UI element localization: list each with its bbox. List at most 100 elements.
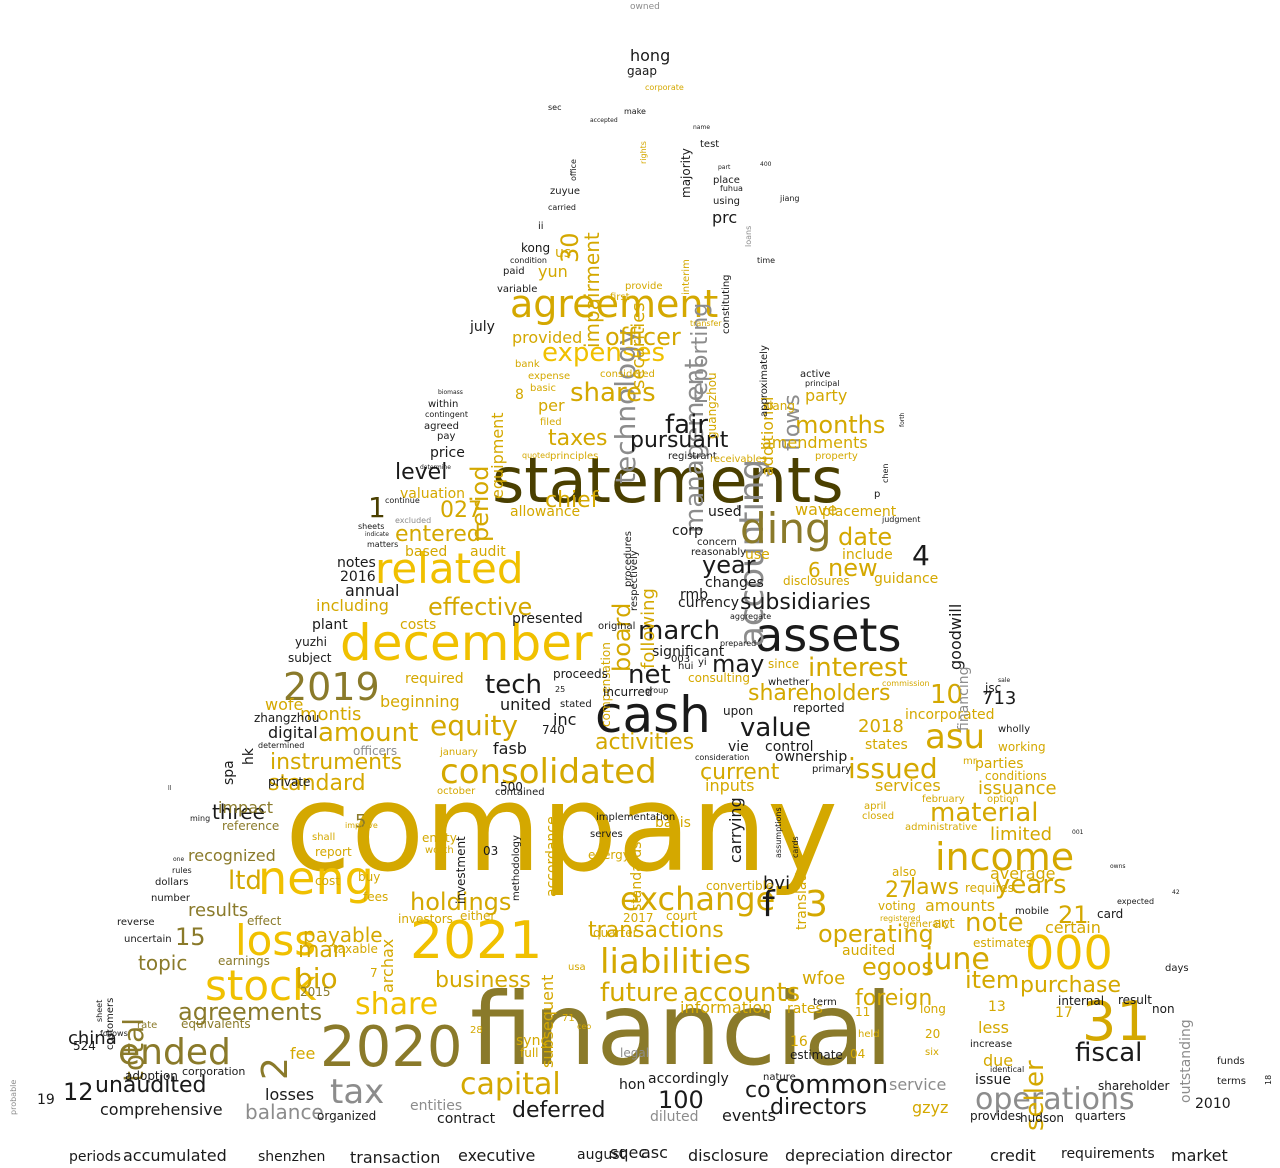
cloud-word: shares (570, 378, 656, 408)
cloud-word: parties (975, 756, 1024, 772)
cloud-word: investors (398, 912, 453, 926)
cloud-word: per (538, 396, 565, 415)
cloud-word: excluded (395, 516, 432, 525)
cloud-word: bank (515, 359, 540, 370)
cloud-word: operating (818, 920, 934, 948)
cloud-word: tech (485, 670, 542, 700)
cloud-word: procedures (623, 531, 634, 587)
cloud-word: 42 (1172, 889, 1180, 896)
cloud-word: act (933, 916, 955, 932)
cloud-word: officers (353, 744, 398, 758)
cloud-word: fees (363, 890, 389, 904)
cloud-word: periods (69, 1149, 121, 1165)
cloud-word: principles (550, 451, 599, 462)
cloud-word: subsidiaries (740, 590, 871, 615)
cloud-word: loss (235, 916, 317, 965)
cloud-word: indicate (365, 531, 389, 538)
cloud-word: transaction (350, 1148, 441, 1167)
cloud-word: fuhua (720, 184, 743, 193)
cloud-word: name (693, 124, 711, 131)
cloud-word: stated (560, 699, 592, 710)
cloud-word: basis (655, 815, 691, 831)
cloud-word: fee (290, 1044, 316, 1063)
cloud-word: wave (795, 500, 838, 519)
cloud-word: audit (470, 544, 506, 560)
cloud-word: approximately (759, 344, 770, 417)
cloud-word: party (805, 386, 848, 405)
cloud-word: term (813, 997, 837, 1008)
cloud-word: bio (295, 962, 338, 995)
cloud-word: constituting (721, 274, 732, 334)
cloud-word: administrative (905, 822, 978, 833)
cloud-word: contingent (425, 410, 468, 419)
cloud-word: operations (975, 1082, 1135, 1117)
cloud-word: china (68, 1028, 117, 1049)
cloud-word: 03 (483, 844, 499, 858)
cloud-word: receivables (710, 454, 768, 465)
cloud-word: 11 (855, 1005, 871, 1019)
cloud-word: long (920, 1002, 946, 1016)
cloud-word: 500 (500, 780, 523, 794)
cloud-word: continue (385, 496, 420, 505)
cloud-word: purchase (1020, 973, 1121, 998)
cloud-word: serves (590, 829, 623, 840)
cloud-word: agreement (510, 282, 719, 326)
cloud-word: common (775, 1070, 889, 1100)
cloud-word: cash (595, 686, 711, 744)
cloud-word: limited (990, 824, 1053, 845)
cloud-word: transactions (588, 918, 724, 943)
cloud-word: capital (460, 1067, 561, 1102)
cloud-word: first (610, 292, 630, 303)
cloud-word: follows (100, 1029, 128, 1038)
cloud-word: events (722, 1106, 776, 1125)
cloud-word: months (795, 411, 886, 439)
cloud-word: material (930, 798, 1039, 828)
cloud-word: inc (553, 710, 577, 729)
cloud-word: within (428, 399, 459, 410)
cloud-word: march (638, 616, 721, 646)
cloud-word: translation (794, 854, 810, 930)
cloud-word: gaap (627, 64, 657, 78)
cloud-word: kong (521, 241, 551, 255)
cloud-word: 2010 (1195, 1096, 1231, 1112)
cloud-word: paid (503, 266, 525, 277)
cloud-word: fair (665, 410, 708, 440)
cloud-word: convertible (706, 879, 774, 893)
cloud-word: 71 (562, 1013, 575, 1024)
cloud-word: variable (497, 284, 538, 295)
cloud-word: 16 (790, 1034, 808, 1050)
cloud-word: closed (862, 811, 895, 822)
cloud-word: effective (428, 593, 533, 621)
cloud-word: condition (510, 256, 547, 265)
cloud-word: carrying (726, 797, 745, 864)
cloud-word: statements (492, 444, 844, 517)
cloud-word: annual (345, 581, 400, 600)
cloud-word: issue (975, 1072, 1011, 1088)
cloud-word: biomass (438, 389, 463, 396)
cloud-word: average (990, 864, 1056, 883)
cloud-word: inputs (705, 776, 755, 795)
cloud-word: recognized (188, 846, 276, 865)
cloud-word: activities (595, 730, 695, 755)
cloud-word: chen (881, 463, 890, 483)
cloud-word: accounts (683, 978, 801, 1008)
cloud-word: equity (430, 709, 519, 742)
cloud-word: upon (723, 704, 754, 718)
cloud-word: also (892, 865, 917, 879)
cloud-word: yuzhi (295, 635, 327, 649)
cloud-word: 20 (925, 1027, 941, 1041)
cloud-word: june (925, 942, 990, 977)
cloud-word: including (316, 596, 389, 615)
cloud-word: 15 (175, 923, 206, 951)
cloud-word: rights (639, 141, 648, 165)
cloud-word: carried (548, 203, 576, 212)
cloud-word: six (925, 1047, 939, 1058)
cloud-word: full (520, 1046, 539, 1060)
cloud-word: year (702, 551, 756, 579)
cloud-word: results (188, 900, 249, 921)
cloud-word: basic (530, 383, 556, 394)
cloud-word: 2020 (320, 1015, 463, 1080)
cloud-word: customers (105, 997, 116, 1050)
cloud-word: 400 (760, 161, 772, 168)
cloud-word: changes (705, 575, 764, 591)
